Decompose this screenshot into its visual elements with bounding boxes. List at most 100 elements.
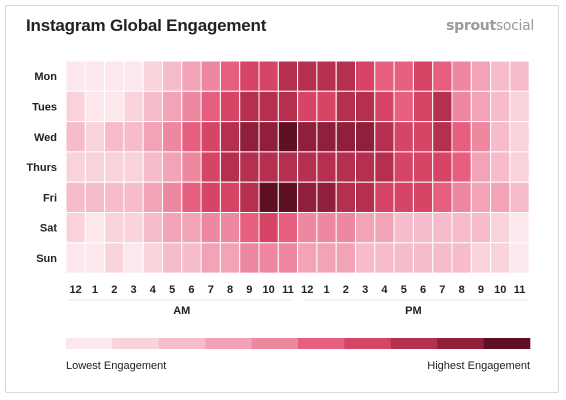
heatmap-cell-wed-10 bbox=[258, 121, 279, 153]
heatmap-cell-fri-0 bbox=[65, 181, 86, 213]
heatmap-cell-tues-14 bbox=[335, 90, 357, 123]
column-label-8: 8 bbox=[227, 284, 233, 296]
heatmap-cell-wed-2 bbox=[104, 121, 125, 153]
heatmap-cell-sun-8 bbox=[219, 242, 241, 274]
heatmap-cell-sun-9 bbox=[239, 242, 260, 274]
heatmap-cell-sat-23 bbox=[509, 212, 530, 244]
heatmap-cell-sun-17 bbox=[393, 242, 414, 274]
heatmap-cell-fri-6 bbox=[181, 181, 202, 213]
column-label-6: 6 bbox=[188, 284, 194, 296]
heatmap-cell-thurs-16 bbox=[374, 151, 395, 183]
heatmap-cell-wed-21 bbox=[470, 121, 492, 153]
heatmap-cell-sat-21 bbox=[470, 212, 492, 244]
heatmap-cell-mon-19 bbox=[432, 60, 453, 92]
row-label-fri: Fri bbox=[43, 192, 57, 204]
column-label-13: 1 bbox=[323, 284, 329, 296]
heatmap-cell-mon-23 bbox=[509, 60, 530, 92]
heatmap-cell-mon-8 bbox=[219, 60, 241, 92]
heatmap-cell-sat-13 bbox=[316, 212, 337, 244]
heatmap-cell-sun-7 bbox=[200, 242, 221, 274]
column-label-4: 4 bbox=[150, 284, 157, 296]
column-label-17: 5 bbox=[401, 284, 407, 296]
column-label-22: 10 bbox=[494, 284, 506, 296]
heatmap-cell-sun-11 bbox=[277, 242, 299, 274]
heatmap-cell-thurs-18 bbox=[412, 151, 434, 183]
heatmap-cell-sat-20 bbox=[451, 212, 472, 244]
heatmap-cell-thurs-10 bbox=[258, 151, 279, 183]
heatmap-cell-tues-11 bbox=[277, 90, 299, 123]
heatmap-cell-sat-8 bbox=[219, 212, 241, 244]
heatmap-cell-sun-20 bbox=[451, 242, 472, 274]
heatmap-cell-sat-3 bbox=[123, 212, 144, 244]
column-label-10: 10 bbox=[263, 284, 275, 296]
heatmap-cell-tues-4 bbox=[142, 90, 163, 123]
column-label-16: 4 bbox=[381, 284, 388, 296]
column-label-9: 9 bbox=[246, 284, 252, 296]
heatmap-cell-sun-21 bbox=[470, 242, 492, 274]
heatmap-cell-sat-14 bbox=[335, 212, 357, 244]
heatmap-cell-sun-4 bbox=[142, 242, 163, 274]
heatmap-cell-fri-23 bbox=[509, 181, 530, 213]
heatmap-cell-fri-9 bbox=[239, 181, 260, 213]
legend-swatch-1 bbox=[66, 338, 113, 349]
heatmap-cell-wed-20 bbox=[451, 121, 472, 153]
row-label-sun: Sun bbox=[36, 253, 57, 265]
heatmap-cell-thurs-15 bbox=[355, 151, 376, 183]
heatmap-cell-thurs-8 bbox=[219, 151, 241, 183]
heatmap-cell-sat-5 bbox=[162, 212, 183, 244]
heatmap-cell-wed-1 bbox=[84, 121, 106, 153]
heatmap-cell-tues-19 bbox=[432, 90, 453, 123]
heatmap-cell-thurs-9 bbox=[239, 151, 260, 183]
heatmap-cell-tues-12 bbox=[297, 90, 318, 123]
heatmap-cell-tues-7 bbox=[200, 90, 221, 123]
heatmap-cell-mon-3 bbox=[123, 60, 144, 92]
legend-swatch-7 bbox=[344, 338, 392, 349]
heatmap-cell-fri-18 bbox=[412, 181, 434, 213]
heatmap-cell-wed-16 bbox=[374, 121, 395, 153]
heatmap-cell-thurs-11 bbox=[277, 151, 299, 183]
column-label-23: 11 bbox=[514, 284, 526, 296]
heatmap-cell-mon-4 bbox=[142, 60, 163, 92]
heatmap-cell-sun-0 bbox=[65, 242, 86, 274]
heatmap-cell-fri-10 bbox=[258, 181, 279, 213]
heatmap-cell-tues-5 bbox=[162, 90, 183, 123]
column-label-3: 3 bbox=[130, 284, 136, 296]
column-label-0: 12 bbox=[70, 284, 82, 296]
heatmap-cell-tues-1 bbox=[84, 90, 106, 123]
heatmap-cell-wed-3 bbox=[123, 121, 144, 153]
heatmap-cell-wed-9 bbox=[239, 121, 260, 153]
period-label-pm: PM bbox=[405, 305, 422, 317]
heatmap-cell-wed-15 bbox=[355, 121, 376, 153]
heatmap-cell-sat-9 bbox=[239, 212, 260, 244]
heatmap-cell-thurs-20 bbox=[451, 151, 472, 183]
column-label-20: 8 bbox=[459, 284, 465, 296]
heatmap-cell-sun-22 bbox=[490, 242, 511, 274]
heatmap-cell-sun-10 bbox=[258, 242, 279, 274]
heatmap-cell-sun-2 bbox=[104, 242, 125, 274]
heatmap-cell-mon-16 bbox=[374, 60, 395, 92]
heatmap-cell-mon-7 bbox=[200, 60, 221, 92]
column-label-2: 2 bbox=[111, 284, 117, 296]
heatmap-cell-thurs-7 bbox=[200, 151, 221, 183]
heatmap-cell-thurs-1 bbox=[84, 151, 106, 183]
column-label-1: 1 bbox=[92, 284, 98, 296]
heatmap-cell-fri-3 bbox=[123, 181, 144, 213]
heatmap-cell-fri-4 bbox=[142, 181, 163, 213]
heatmap-cell-mon-6 bbox=[181, 60, 202, 92]
heatmap-cell-sun-23 bbox=[509, 242, 530, 274]
heatmap-cell-mon-1 bbox=[84, 60, 106, 92]
heatmap-cell-thurs-4 bbox=[142, 151, 163, 183]
heatmap-cell-tues-15 bbox=[355, 90, 376, 123]
heatmap-cell-mon-13 bbox=[316, 60, 337, 92]
heatmap-cell-sat-10 bbox=[258, 212, 279, 244]
heatmap-cell-sat-12 bbox=[297, 212, 318, 244]
heatmap-cell-tues-13 bbox=[316, 90, 337, 123]
heatmap-cell-mon-21 bbox=[470, 60, 492, 92]
legend-swatch-8 bbox=[390, 338, 438, 349]
heatmap-cell-wed-14 bbox=[335, 121, 357, 153]
heatmap-cell-sat-2 bbox=[104, 212, 125, 244]
heatmap-cell-sat-19 bbox=[432, 212, 453, 244]
heatmap-cell-tues-17 bbox=[393, 90, 414, 123]
heatmap-cell-tues-8 bbox=[219, 90, 241, 123]
